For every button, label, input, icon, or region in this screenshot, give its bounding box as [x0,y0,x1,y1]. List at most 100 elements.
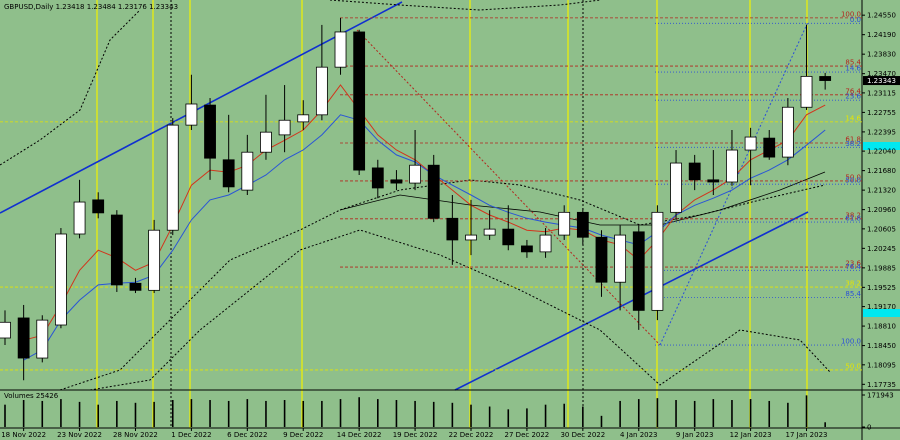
fibo-label: 14.6 [845,114,861,122]
candle-body [222,159,235,188]
fibo-label: 14.6 [845,65,861,73]
candle-body [465,234,477,241]
y-tick-label: 1.23830 [867,51,896,59]
volume-tick-label: 0 [867,424,871,432]
candle-body [55,233,67,326]
candle-body [371,167,384,189]
fibo-label: 38.2 [845,140,861,148]
candle-body [632,231,645,311]
y-tick-label: 1.22755 [867,109,896,117]
candle-body [781,106,794,158]
candle-body [670,162,682,213]
candle-body [651,211,664,311]
x-tick-label: 9 Dec 2022 [283,431,323,439]
x-tick-label: 17 Jan 2023 [786,431,828,439]
candle-body [800,75,813,108]
candle-body [297,114,310,123]
axis-highlight [863,142,900,150]
x-tick-label: 12 Jan 2023 [730,431,772,439]
fibo-label: 50.0 [845,362,861,370]
fibo-label: 61.8 [845,215,861,223]
candle-body [819,76,832,81]
candle-body [185,103,198,126]
x-tick-label: 9 Jan 2023 [676,431,714,439]
candle-body [278,119,291,136]
candle-body [726,149,738,183]
fibo-label: 23.6 [845,260,861,268]
envelope-line [0,9,141,166]
y-tick-label: 1.19525 [867,284,896,292]
candle-body [409,164,421,184]
candle-body [17,317,30,359]
candle-body [315,66,328,116]
y-tick-label: 1.24550 [867,12,896,20]
volume-label: Volumes 25426 [4,392,59,400]
fibo-base-line [659,21,809,346]
x-tick-label: 1 Dec 2022 [171,431,211,439]
candle-body [427,164,440,219]
fibo-label: 85.4 [845,59,861,67]
envelope-line [89,229,831,391]
y-tick-label: 1.23470 [867,70,896,78]
x-tick-label: 19 Dec 2022 [393,431,438,439]
last-price-box [863,76,900,86]
axis-highlight [863,309,900,317]
x-tick-label: 28 Nov 2022 [113,431,158,439]
candle-body [576,211,589,238]
candle-body [763,137,776,158]
fibo-label: 100.0 [841,338,861,346]
fibo-base-line [356,29,661,346]
candle-body [0,321,11,339]
y-tick-label: 1.20605 [867,225,896,233]
fibo-label: 50.0 [845,173,861,181]
candle-body [390,179,403,184]
x-tick-label: 18 Nov 2022 [1,431,46,439]
candle-body [688,162,701,181]
fibo-label: 50.0 [845,177,861,185]
volume-tick-label: 171943 [867,392,894,400]
candle-body [334,31,347,68]
candle-body [166,124,179,231]
candle-body [353,31,366,171]
y-tick-label: 1.20245 [867,245,896,253]
candle-body [36,319,49,359]
candle-body [148,229,161,291]
y-tick-label: 1.22040 [867,148,896,156]
fibo-label: 23.6 [845,93,861,101]
y-tick-label: 1.21680 [867,167,896,175]
x-tick-label: 4 Jan 2023 [620,431,658,439]
x-tick-label: 23 Nov 2022 [57,431,102,439]
candle-body [707,179,720,183]
y-tick-label: 1.18810 [867,323,896,331]
chart-title: GBPUSD,Daily 1.23418 1.23484 1.23176 1.2… [4,3,178,11]
trend-line [454,211,809,391]
x-tick-label: 6 Dec 2022 [227,431,267,439]
envelope-line [59,179,826,391]
last-price-label: 1.23343 [867,77,896,85]
y-tick-label: 1.20960 [867,206,896,214]
y-tick-label: 1.19885 [867,264,896,272]
y-tick-label: 1.19170 [867,303,896,311]
x-tick-label: 27 Dec 2022 [505,431,550,439]
y-tick-label: 1.18095 [867,361,896,369]
candle-body [502,228,515,246]
candle-body [129,282,142,291]
candle-body [539,234,552,253]
y-tick-label: 1.22395 [867,128,896,136]
candle-body [558,211,571,236]
candle-body [446,217,459,241]
candle-body [92,199,105,214]
fibo-label: 38.2 [845,211,861,219]
y-tick-label: 1.21320 [867,187,896,195]
x-tick-label: 30 Dec 2022 [560,431,605,439]
y-tick-label: 1.17735 [867,381,896,389]
fibo-label: 76.4 [845,87,861,95]
candle-body [483,228,496,236]
fibo-label: 0.0 [850,16,861,24]
fibo-label: 85.4 [845,290,861,298]
y-tick-label: 1.24190 [867,31,896,39]
x-tick-label: 14 Dec 2022 [337,431,382,439]
candle-body [110,214,123,286]
fibo-label: 100.0 [841,10,861,18]
candle-body [595,236,608,283]
